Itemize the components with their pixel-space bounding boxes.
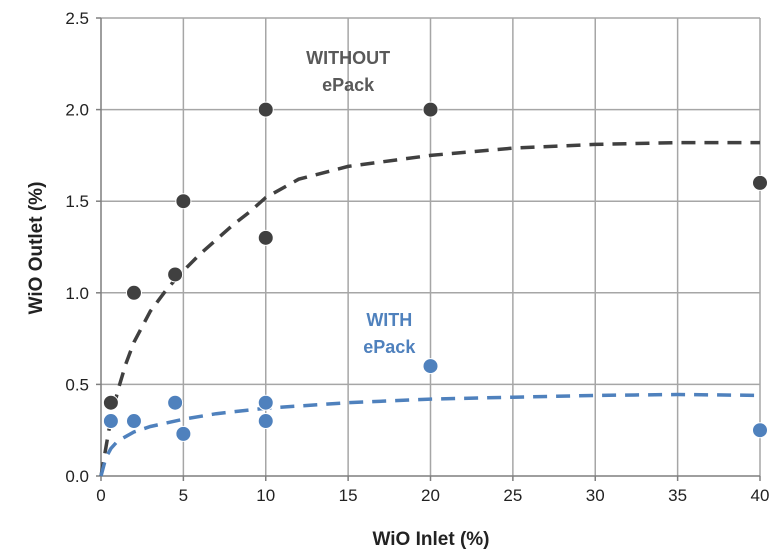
annotation-with: WITH ePack [363,310,416,357]
point-with [258,414,273,429]
annotations: WITHOUT ePack WITH ePack [306,48,416,357]
y-axis-label: WiO Outlet (%) [26,182,47,315]
point-with [126,414,141,429]
grid [101,18,760,476]
annotation-line: WITHOUT [306,48,390,68]
point-without [126,285,141,300]
point-without [753,175,768,190]
y-tick-label: 2.0 [65,101,89,120]
y-tick-label: 0.0 [65,467,89,486]
point-with [103,414,118,429]
x-tick-label: 40 [751,486,770,505]
x-tick-label: 5 [179,486,188,505]
point-without [176,194,191,209]
point-with [176,426,191,441]
y-tick-label: 1.5 [65,192,89,211]
x-tick-label: 35 [668,486,687,505]
axes [96,18,760,481]
point-with [168,395,183,410]
x-tick-label: 15 [339,486,358,505]
x-tick-label: 10 [256,486,275,505]
y-tick-label: 1.0 [65,284,89,303]
data-points [103,102,767,441]
x-tick-label: 25 [503,486,522,505]
x-axis-label: WiO Inlet (%) [373,529,490,550]
y-tick-label: 0.5 [65,375,89,394]
point-without [168,267,183,282]
point-without [258,230,273,245]
annotation-line: ePack [322,75,375,95]
annotation-line: ePack [363,337,416,357]
x-tick-label: 0 [96,486,105,505]
point-without [103,395,118,410]
x-tick-label: 30 [586,486,605,505]
point-with [423,359,438,374]
tick-labels: 0 5 10 15 20 25 30 35 40 0.0 0.5 1.0 1.5 2.0 2.5 [65,9,769,505]
point-without [423,102,438,117]
point-with [753,423,768,438]
annotation-line: WITH [366,310,412,330]
x-tick-label: 20 [421,486,440,505]
point-with [258,395,273,410]
point-without [258,102,273,117]
y-tick-label: 2.5 [65,9,89,28]
